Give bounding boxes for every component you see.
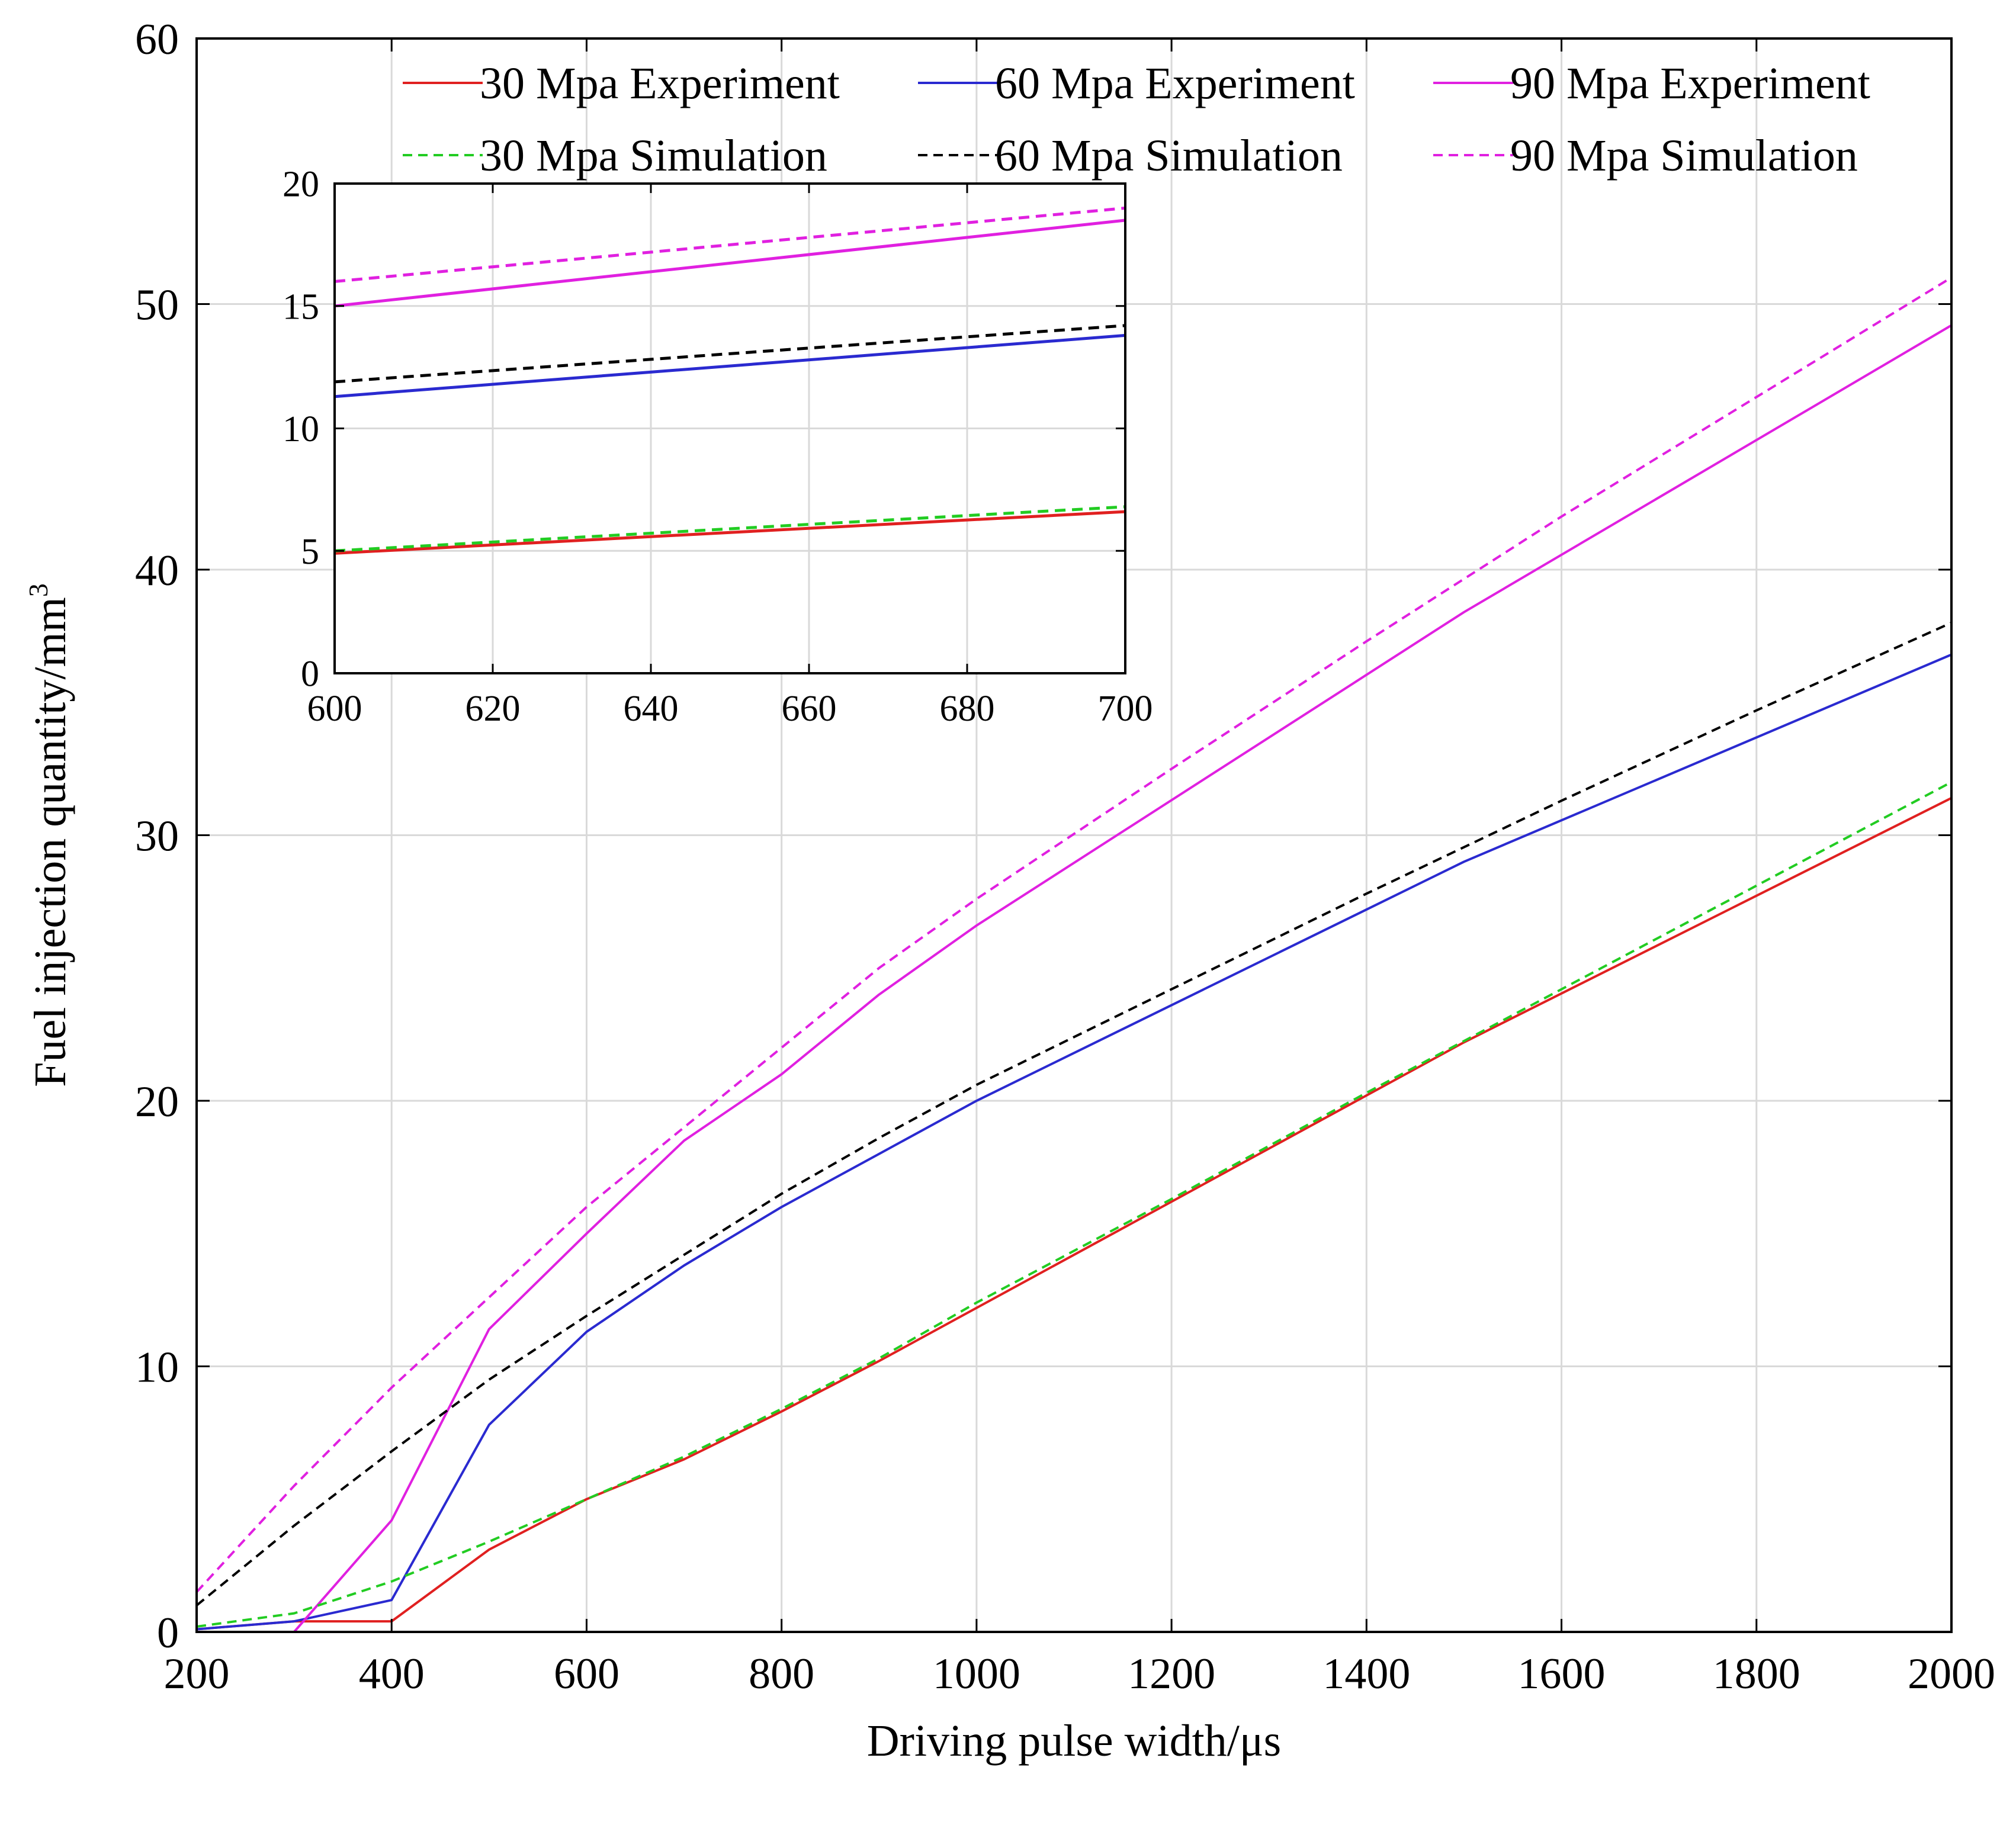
inset-ticks: 600 620 640 660 680 700 0 5 10 15 20	[283, 165, 1153, 729]
main-series-90-mpa-experiment	[197, 324, 1953, 1633]
inset-x-tick-label-680: 680	[940, 689, 995, 729]
main-x-tick-label-1400: 1400	[1322, 1650, 1410, 1698]
inset-x-tick-label-620: 620	[466, 689, 521, 729]
main-x-tick-label-1600: 1600	[1518, 1650, 1606, 1698]
x-axis-label: Driving pulse width/μs	[867, 1716, 1281, 1766]
main-series-30-mpa-simulation	[196, 781, 1952, 1628]
inset-y-tick-label-5: 5	[301, 532, 319, 572]
main-y-tick-label-0: 0	[157, 1609, 179, 1657]
main-y-tick-label-50: 50	[135, 281, 179, 329]
main-x-tick-label-2000: 2000	[1908, 1650, 1995, 1698]
y-axis-label-superscript: 3	[23, 583, 53, 597]
main-x-tick-label-200: 200	[164, 1650, 230, 1698]
main-x-tick-label-1200: 1200	[1128, 1650, 1215, 1698]
legend-label-30-mpa-simulation: 30 Mpa Simulation	[480, 131, 827, 181]
inset-series-30-mpa-experiment	[334, 510, 1126, 555]
main-series-60-mpa-simulation	[195, 621, 1952, 1606]
inset-x-tick-label-660: 660	[782, 689, 837, 729]
legend: 30 Mpa Experiment 60 Mpa Experiment 90 Mpa…	[403, 59, 1870, 181]
y-axis-label-text: Fuel injection quantity/mm	[25, 597, 75, 1087]
inset-series-90-mpa-experiment	[334, 218, 1126, 308]
inset-x-tick-label-700: 700	[1098, 689, 1153, 729]
main-x-tick-label-1000: 1000	[933, 1650, 1020, 1698]
inset-series-90-mpa-simulation	[334, 206, 1126, 283]
legend-label-90-mpa-simulation: 90 Mpa Simulation	[1510, 131, 1858, 181]
main-series-30-mpa-experiment	[196, 796, 1952, 1631]
legend-label-30-mpa-experiment: 30 Mpa Experiment	[480, 59, 840, 108]
main-plot-series	[195, 276, 1953, 1633]
main-y-tick-label-30: 30	[135, 812, 179, 860]
main-y-tick-label-20: 20	[135, 1078, 179, 1126]
inset-x-tick-label-640: 640	[624, 689, 679, 729]
main-y-tick-label-40: 40	[135, 547, 179, 595]
inset-series-60-mpa-experiment	[334, 333, 1126, 399]
main-x-tick-label-800: 800	[749, 1650, 814, 1698]
main-ticks: 200 400 600 800 1000 1200 1400 1600 1800 20000102…	[135, 15, 1995, 1698]
main-x-tick-label-600: 600	[554, 1650, 619, 1698]
legend-label-60-mpa-simulation: 60 Mpa Simulation	[995, 131, 1343, 181]
main-y-tick-label-10: 10	[135, 1343, 179, 1392]
inset-x-tick-label-600: 600	[307, 689, 362, 729]
inset-series-60-mpa-simulation	[334, 324, 1126, 384]
legend-label-90-mpa-experiment: 90 Mpa Experiment	[1510, 59, 1870, 108]
main-series-90-mpa-simulation	[195, 276, 1953, 1593]
inset-series-30-mpa-simulation	[334, 505, 1126, 552]
inset-y-tick-label-20: 20	[283, 165, 319, 205]
main-x-tick-label-400: 400	[359, 1650, 425, 1698]
inset-y-tick-label-15: 15	[283, 287, 319, 327]
main-x-tick-label-1800: 1800	[1713, 1650, 1800, 1698]
main-y-tick-label-60: 60	[135, 15, 179, 64]
y-axis-label: Fuel injection quantity/mm3	[23, 583, 75, 1087]
legend-label-60-mpa-experiment: 60 Mpa Experiment	[995, 59, 1355, 108]
inset-y-tick-label-10: 10	[283, 409, 319, 449]
inset-plot-series	[334, 206, 1126, 555]
inset-y-tick-label-0: 0	[301, 654, 319, 695]
main-series-60-mpa-experiment	[196, 653, 1952, 1631]
